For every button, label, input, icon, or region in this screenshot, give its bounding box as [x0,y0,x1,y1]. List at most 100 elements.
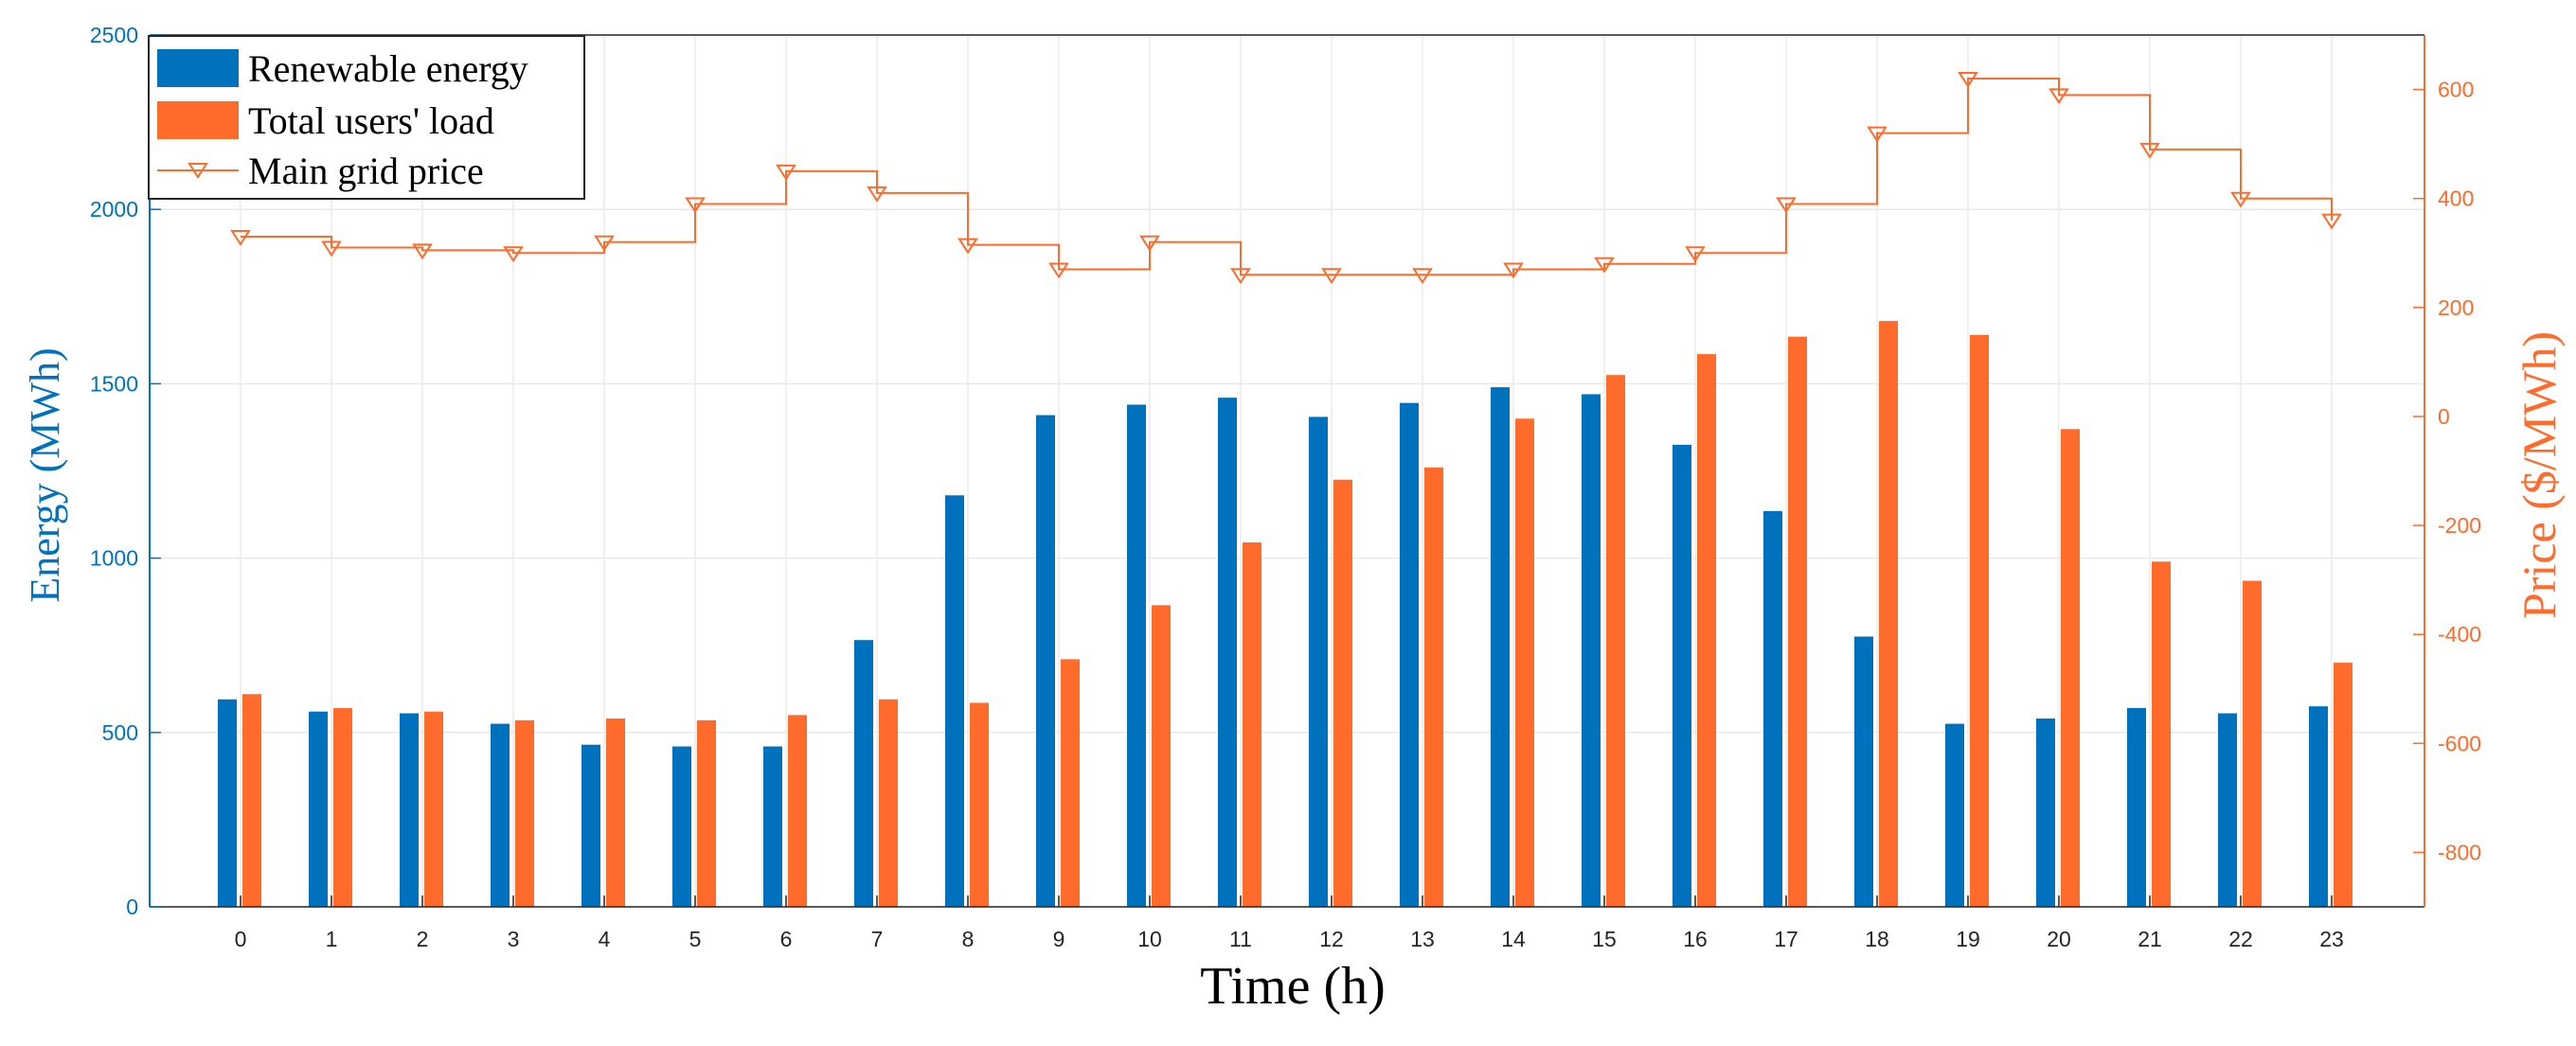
bar-load [788,715,807,907]
price-marker [1958,72,1978,88]
bar-renewable [945,495,964,907]
price-marker [2321,213,2342,230]
price-marker [1503,262,1524,279]
bar-renewable [1218,398,1237,907]
bar-load [1333,479,1352,907]
bar-renewable [672,746,691,907]
tick-label-right: -200 [2438,513,2481,538]
legend: Renewable energy Total users' load Main … [148,35,585,200]
bar-load [2061,429,2080,907]
bar-load [515,719,534,907]
bar-renewable [1945,723,1964,907]
bar-load [1970,334,1989,908]
tick-label-x: 21 [2138,927,2162,951]
bar-renewable [1854,636,1873,907]
legend-swatch-load [157,101,239,139]
bar-renewable [854,640,873,907]
tick-label-x: 2 [417,927,429,951]
tick-label-right: -600 [2438,731,2481,755]
price-marker [776,164,796,181]
bar-renewable [2218,713,2237,907]
tick-label-x: 15 [1592,927,1617,951]
tick-label-right: 400 [2438,186,2474,211]
tick-label-x: 11 [1229,927,1252,951]
price-marker [957,238,978,255]
tick-label-right: -800 [2438,840,2481,864]
x-axis-label: Time (h) [1200,957,1386,1016]
tick-label-x: 7 [871,927,884,951]
legend-swatch-renewable [157,49,239,87]
price-marker [1412,268,1433,285]
bar-load [242,694,261,907]
bar-renewable [2309,706,2328,907]
tick-label-x: 18 [1865,927,1889,951]
tick-label-x: 5 [689,927,702,951]
bar-renewable [1763,510,1782,907]
bar-renewable [763,746,782,907]
bar-renewable [218,699,237,907]
tick-label-x: 8 [962,927,975,951]
bar-load [1515,418,1534,907]
bar-load [879,699,898,907]
bar-renewable [581,744,600,907]
bar-renewable [400,713,419,907]
bar-load [1424,467,1443,907]
price-marker [412,243,433,260]
tick-label-x: 10 [1137,927,1162,951]
bar-renewable [1127,404,1146,907]
tick-label-x: 1 [326,927,338,951]
legend-marker-price [188,163,208,179]
price-line-series [230,72,2342,285]
tick-label-left: 1500 [90,371,138,396]
bar-load [1606,375,1625,907]
tick-label-left: 1000 [90,546,138,571]
price-marker [1230,268,1251,285]
bar-renewable [1309,417,1328,907]
tick-label-x: 0 [235,927,247,951]
bar-load [1697,354,1716,907]
tick-label-x: 22 [2228,927,2253,951]
tick-label-x: 9 [1053,927,1065,951]
bar-series [218,321,2352,908]
price-marker [230,229,251,246]
bar-load [1061,659,1080,907]
bar-load [1788,336,1807,907]
tick-label-x: 4 [599,927,611,951]
price-marker [321,240,342,257]
price-marker [2230,191,2251,208]
tick-label-right: 600 [2438,78,2474,102]
y-axis-right-label: Price ($/MWh) [2513,331,2566,619]
price-marker [2048,88,2069,105]
price-marker [1685,246,1706,263]
bar-renewable [1582,394,1601,907]
price-marker [1867,126,1887,143]
tick-label-x: 17 [1774,927,1798,951]
bar-renewable [309,711,328,907]
price-marker [2139,142,2160,159]
legend-label-load: Total users' load [248,99,494,142]
tick-label-x: 19 [1956,927,1980,951]
tick-label-left: 500 [102,720,138,745]
tick-label-x: 3 [508,927,520,951]
price-marker [1139,235,1160,252]
tick-label-x: 13 [1410,927,1435,951]
bar-renewable [2127,708,2146,907]
tick-label-x: 12 [1319,927,1344,951]
tick-label-x: 16 [1683,927,1708,951]
bar-load [2243,580,2262,907]
legend-label-renewable: Renewable energy [248,47,528,90]
tick-label-right: 200 [2438,295,2474,320]
bar-renewable [1673,444,1691,907]
bar-load [1243,542,1261,907]
price-marker [594,235,615,252]
bar-load [2152,561,2171,907]
tick-label-x: 6 [780,927,793,951]
price-marker [1048,262,1069,279]
tick-label-left: 0 [126,895,138,919]
bar-load [2334,663,2352,907]
tick-label-left: 2000 [90,197,138,222]
price-marker [1321,268,1342,285]
bar-renewable [2036,718,2055,907]
price-marker [1594,257,1615,274]
